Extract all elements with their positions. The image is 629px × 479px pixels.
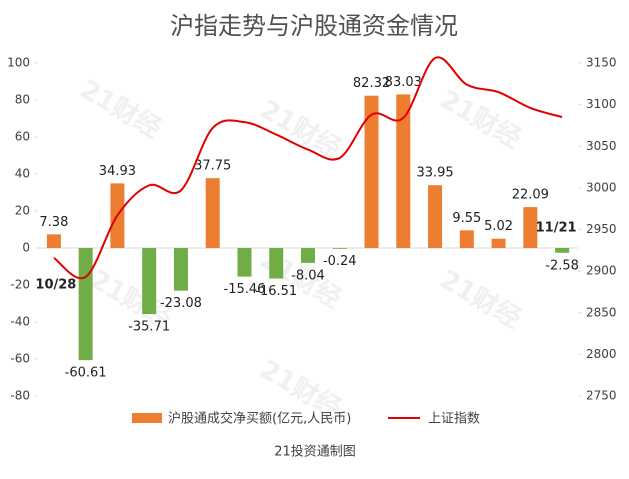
legend-label: 沪股通成交净买额(亿元,人民币) [168,411,351,427]
bar [428,185,443,248]
bar [555,248,570,253]
data-label: 82.32 [353,76,390,91]
y2-tick-label: 2900 [586,264,617,278]
data-label: 7.38 [39,215,68,230]
data-label: 22.09 [512,188,549,203]
y-tick-label: -20 [10,278,30,292]
data-label: 9.55 [452,211,481,226]
bar [396,94,411,248]
data-label: -2.58 [545,258,579,273]
bar [332,248,347,249]
chart-title: 沪指走势与沪股通资金情况 [170,12,458,40]
data-label: 5.02 [484,219,513,234]
y-tick-label: 0 [22,241,30,255]
line [53,56,563,280]
bar [237,248,252,277]
bar [173,248,188,291]
y2-tick-label: 3150 [586,56,617,70]
y-tick-label: 100 [7,56,30,70]
bar [205,178,220,248]
y-tick-label: -40 [10,315,30,329]
data-label: 34.93 [99,164,136,179]
y2-tick-label: 2800 [586,347,617,361]
y-tick-label: -80 [10,389,30,403]
y-tick-label: 40 [15,167,30,181]
bar [78,248,93,361]
y2-tick-label: 2850 [586,305,617,319]
legend-swatch [132,413,162,423]
data-label: 37.75 [194,159,231,174]
data-label: -15.46 [224,282,266,297]
bar [364,95,379,248]
y-tick-label: 80 [15,93,30,107]
bar [142,248,157,315]
data-label: 33.95 [416,166,453,181]
y-tick-label: 20 [15,204,30,218]
data-label: -60.61 [65,366,107,381]
bar [269,248,284,279]
bar [491,238,506,248]
bar [301,248,315,263]
bar [523,207,538,248]
legend-label: 上证指数 [428,412,480,427]
footer: 21投资通制图 [274,444,356,460]
bar [46,234,61,248]
x-tick-label: 11/21 [536,221,577,236]
x-tick-label: 10/28 [35,278,76,293]
data-label: -23.08 [160,296,202,311]
y2-tick-label: 3100 [586,97,617,111]
y2-tick-label: 2750 [586,389,617,403]
data-label: -35.71 [128,320,170,335]
data-label: -0.24 [323,254,357,269]
data-label: -16.51 [255,284,297,299]
data-label: 83.03 [385,75,422,90]
data-label: -8.04 [291,268,325,283]
y2-tick-label: 3000 [586,180,617,194]
y2-tick-label: 3050 [586,139,617,153]
y2-tick-label: 2950 [586,222,617,236]
y-tick-label: 60 [15,130,30,144]
bar [459,230,474,248]
y-tick-label: -60 [10,352,30,366]
